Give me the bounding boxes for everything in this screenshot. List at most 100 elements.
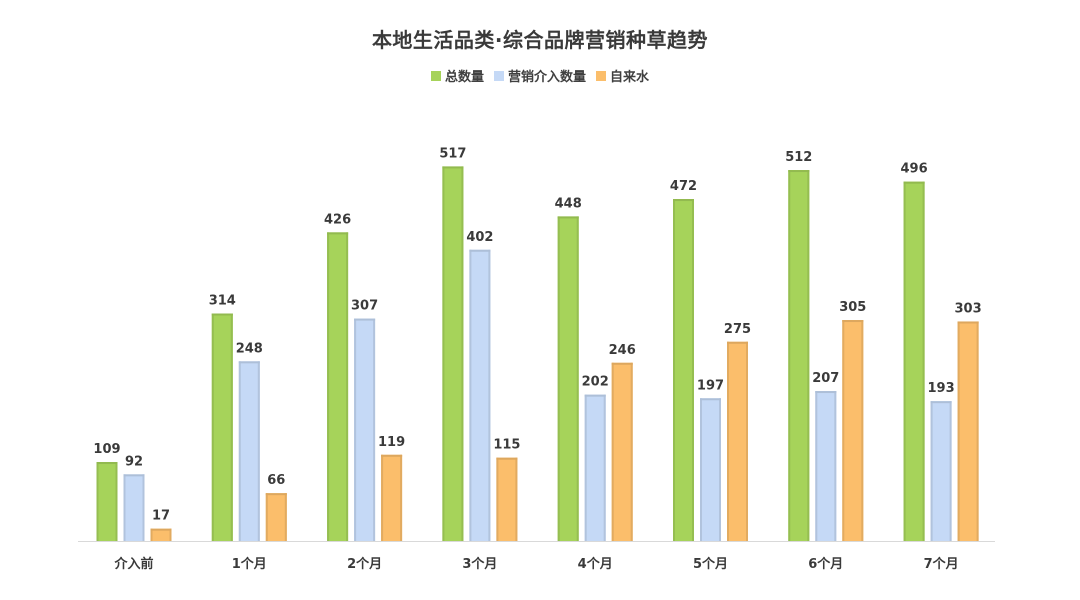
bar — [727, 341, 748, 541]
data-label: 248 — [236, 341, 263, 356]
x-tick-label: 5个月 — [693, 556, 728, 572]
bar — [238, 361, 260, 541]
x-tick-label: 2个月 — [347, 556, 382, 572]
data-label: 275 — [724, 322, 751, 337]
bar — [442, 166, 464, 541]
bar-top-edge — [788, 170, 810, 173]
bar-edge — [150, 528, 153, 541]
bar-top-edge — [123, 474, 145, 477]
bar-rect — [354, 318, 376, 541]
data-label: 197 — [697, 378, 724, 393]
bar-edge — [515, 457, 518, 541]
bar-top-edge — [957, 321, 979, 324]
bar-edge — [834, 391, 837, 541]
data-label: 303 — [955, 301, 982, 316]
bar-rect — [584, 394, 606, 541]
bar — [611, 362, 633, 541]
bar-edge — [346, 232, 349, 541]
bar-top-edge — [96, 462, 118, 465]
bar-edge — [442, 166, 445, 541]
data-label: 92 — [125, 454, 143, 469]
bar-rect — [469, 249, 491, 541]
bar-edge — [957, 321, 960, 541]
bar-rect — [815, 391, 837, 541]
bar — [211, 313, 233, 541]
bar-top-edge — [238, 361, 260, 364]
bar-rect — [557, 216, 579, 541]
bar — [381, 454, 403, 541]
bar — [96, 462, 118, 541]
bar-edge — [630, 362, 633, 541]
bar-edge — [488, 249, 491, 541]
bar-rect — [727, 341, 748, 541]
bar-top-edge — [584, 394, 606, 397]
data-label: 109 — [93, 442, 120, 457]
bar-top-edge — [903, 181, 925, 184]
bar-edge — [123, 474, 126, 541]
bar-edge — [373, 318, 376, 541]
data-label: 66 — [267, 473, 285, 488]
bar-edge — [96, 462, 99, 541]
data-label: 193 — [928, 381, 955, 396]
bar-edge — [238, 361, 241, 541]
legend-item-total: 总数量 — [430, 66, 484, 85]
bar-top-edge — [727, 341, 748, 344]
legend-label-total: 总数量 — [444, 70, 484, 85]
bar-edge — [169, 528, 172, 541]
bar-edge — [211, 313, 214, 541]
x-tick-label: 7个月 — [924, 556, 959, 572]
data-label: 115 — [493, 438, 520, 453]
bar — [957, 321, 979, 541]
bar — [700, 398, 721, 541]
bar-edge — [861, 320, 864, 541]
data-label: 517 — [439, 146, 466, 161]
bar-edge — [922, 181, 925, 541]
bar-edge — [788, 170, 791, 541]
bar-rect — [96, 462, 118, 541]
bar-edge — [381, 454, 384, 541]
bar — [557, 216, 579, 541]
chart-legend: 总数量 营销介入数量 自来水 — [0, 66, 1080, 85]
bar-rect — [788, 170, 810, 541]
bar-edge — [700, 398, 702, 541]
bar-top-edge — [354, 318, 376, 321]
bar-edge — [257, 361, 260, 541]
bar-top-edge — [469, 249, 491, 252]
bar-edge — [815, 391, 818, 541]
legend-label-marketing: 营销介入数量 — [507, 70, 586, 85]
data-label: 202 — [582, 375, 609, 390]
bar-rect — [930, 401, 952, 541]
legend-swatch-total — [430, 70, 441, 81]
bar — [930, 401, 952, 541]
bar-edge — [842, 320, 845, 541]
bar-top-edge — [211, 313, 233, 316]
bar-rect — [123, 474, 145, 541]
bar-rect — [903, 181, 925, 541]
bar-rect — [496, 457, 518, 541]
legend-label-organic: 自来水 — [610, 70, 650, 85]
bar — [327, 232, 349, 541]
bar-edge — [576, 216, 579, 541]
bar-edge — [584, 394, 587, 541]
data-label: 119 — [378, 435, 405, 450]
bar-edge — [284, 493, 287, 541]
bar-rect — [381, 454, 403, 541]
bar-rect — [700, 398, 721, 541]
bar-edge — [603, 394, 606, 541]
bar — [673, 199, 694, 541]
bar — [469, 249, 491, 541]
bar-edge — [930, 401, 933, 541]
bar-edge — [327, 232, 330, 541]
data-label: 17 — [152, 509, 170, 524]
data-label: 207 — [812, 371, 839, 386]
bar-edge — [976, 321, 979, 541]
bar-edge — [673, 199, 675, 541]
bar-edge — [142, 474, 145, 541]
data-label: 496 — [901, 162, 928, 177]
data-label: 402 — [466, 230, 493, 245]
bar-top-edge — [557, 216, 579, 219]
bar-top-edge — [930, 401, 952, 404]
data-label: 472 — [670, 179, 697, 194]
bar-edge — [692, 199, 694, 541]
